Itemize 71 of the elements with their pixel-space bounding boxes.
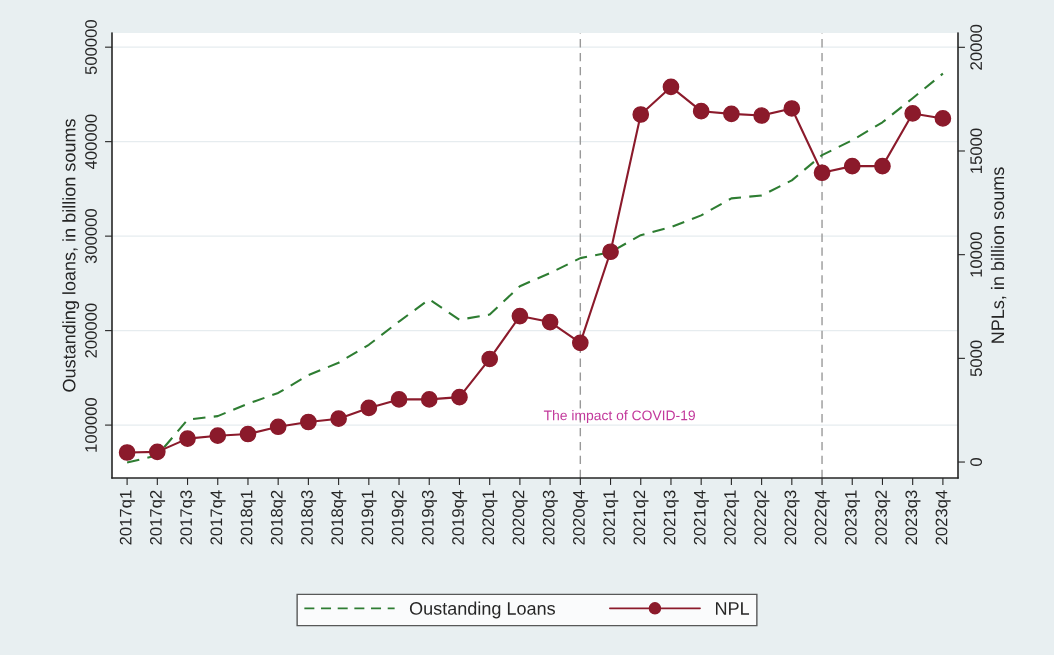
x-tick-label: 2023q4 bbox=[935, 490, 951, 545]
point bbox=[602, 243, 619, 261]
point bbox=[148, 443, 166, 461]
x-tick-label: 2021q4 bbox=[693, 490, 709, 545]
x-tick-label: 2022q1 bbox=[724, 490, 740, 545]
point bbox=[541, 313, 559, 331]
point bbox=[904, 105, 922, 122]
point bbox=[662, 78, 680, 96]
y-tick-label: 400000 bbox=[85, 114, 97, 170]
x-tick-label: 2018q1 bbox=[240, 490, 256, 545]
point bbox=[269, 418, 287, 436]
x-tick-label: 2018q2 bbox=[270, 490, 286, 545]
x-tick-label: 2019q3 bbox=[421, 490, 438, 545]
point bbox=[723, 105, 740, 123]
point bbox=[874, 157, 891, 175]
point bbox=[209, 427, 227, 445]
point bbox=[118, 444, 136, 461]
x-tick-label: 2023q2 bbox=[875, 490, 891, 545]
x-tick-label: 2019q2 bbox=[391, 490, 407, 545]
point bbox=[390, 391, 408, 408]
x-tick-label: 2023q3 bbox=[905, 490, 921, 545]
point bbox=[451, 388, 468, 406]
x-tick-label: 2018q4 bbox=[331, 490, 347, 545]
x-tick-label: 2020q2 bbox=[512, 490, 528, 545]
point bbox=[360, 399, 378, 417]
point bbox=[632, 106, 650, 123]
x-tick-label: 2019q1 bbox=[361, 490, 377, 545]
point bbox=[420, 391, 438, 408]
annotation: The impact of COVID-19 bbox=[543, 410, 695, 424]
point bbox=[300, 413, 317, 431]
y-tick-label: 500000 bbox=[85, 20, 97, 75]
legend-label: NPL bbox=[716, 602, 750, 615]
x-tick-label: 2018q3 bbox=[301, 490, 317, 545]
y2-tick-label: 15000 bbox=[970, 128, 983, 173]
point bbox=[783, 100, 801, 117]
point bbox=[934, 110, 952, 127]
y2-tick-label: 0 bbox=[970, 458, 983, 467]
y-axis-title: Oustanding loans, in billion soums bbox=[62, 119, 80, 392]
y2-tick-label: 20000 bbox=[970, 24, 983, 70]
x-tick-label: 2022q3 bbox=[784, 490, 800, 545]
x-tick-label: 2022q2 bbox=[754, 490, 770, 545]
x-tick-label: 2023q1 bbox=[844, 490, 861, 545]
x-tick-label: 2017q1 bbox=[119, 490, 135, 545]
point bbox=[481, 350, 499, 368]
x-tick-label: 2017q2 bbox=[149, 490, 166, 545]
x-tick-label: 2022q4 bbox=[814, 490, 830, 545]
y2-tick-label: 10000 bbox=[970, 232, 983, 277]
x-tick-label: 2021q3 bbox=[663, 490, 679, 545]
x-tick-label: 2021q2 bbox=[633, 490, 649, 545]
point bbox=[843, 157, 861, 175]
point bbox=[239, 425, 257, 443]
y-tick-label: 300000 bbox=[85, 208, 97, 264]
x-tick-label: 2020q1 bbox=[482, 490, 498, 545]
x-tick-label: 2021q1 bbox=[603, 490, 619, 545]
y-tick-label: 100000 bbox=[85, 397, 97, 452]
point bbox=[813, 164, 831, 182]
x-tick-label: 2020q3 bbox=[542, 490, 558, 545]
point bbox=[330, 410, 347, 428]
point bbox=[692, 102, 710, 120]
y-tick-label: 200000 bbox=[85, 303, 97, 358]
legend-label: Oustanding Loans bbox=[409, 601, 555, 619]
point bbox=[179, 430, 196, 447]
point bbox=[511, 307, 529, 325]
point bbox=[753, 107, 770, 124]
y2-axis-title: NPLs, in billion soums bbox=[990, 167, 1007, 343]
y2-tick-label: 5000 bbox=[970, 340, 983, 377]
x-tick-label: 2020q4 bbox=[572, 490, 589, 545]
x-tick-label: 2019q4 bbox=[452, 490, 468, 545]
point bbox=[571, 334, 589, 352]
x-tick-label: 2017q3 bbox=[180, 490, 196, 545]
x-tick-label: 2017q4 bbox=[210, 490, 226, 545]
